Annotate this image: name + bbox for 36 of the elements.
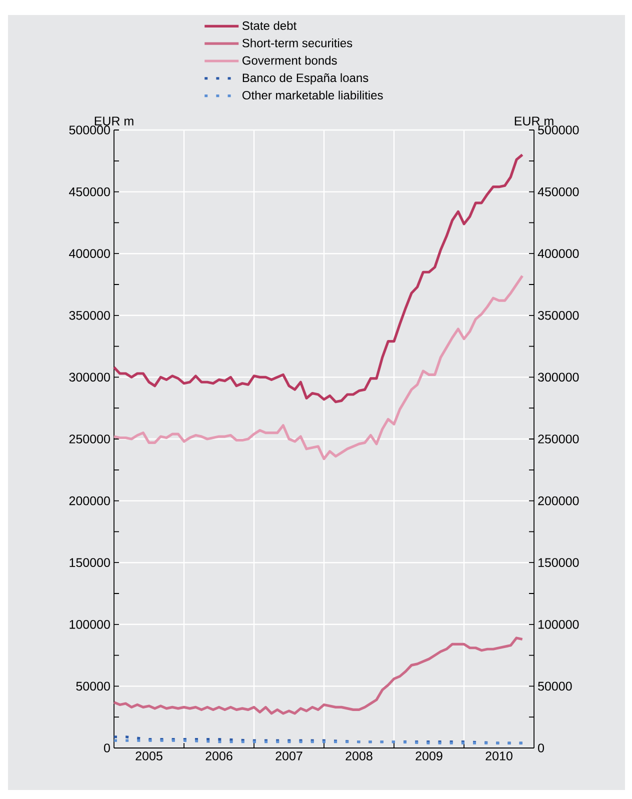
x-tick-label: 2010 — [486, 752, 512, 760]
y-tick-label: 400000 — [69, 249, 110, 258]
legend-label: Short-term securities — [242, 38, 352, 48]
x-tick-label: 2009 — [416, 752, 442, 760]
y-tick-label: 250000 — [69, 434, 110, 444]
y2-tick-label: 450000 — [538, 187, 579, 196]
y2-tick-label: 350000 — [538, 310, 579, 320]
y2-tick-label: 0 — [538, 744, 544, 752]
y2-tick-label: 200000 — [538, 496, 579, 506]
y-tick-label: 100000 — [70, 620, 110, 629]
y2-axis-title: EUR m — [514, 116, 554, 126]
y2-tick-label: 150000 — [538, 558, 579, 568]
x-tick-label: 2007 — [276, 752, 302, 760]
y-tick-label: 300000 — [69, 372, 110, 382]
y-tick-label: 350000 — [69, 310, 110, 320]
y-tick-label: 500000 — [69, 126, 110, 134]
y2-tick-label: 300000 — [538, 372, 579, 382]
y2-tick-label: 400000 — [538, 249, 579, 258]
line-series — [112, 153, 524, 404]
y-tick-label: 0 — [104, 744, 110, 752]
legend-label: Other marketable liabilities — [242, 90, 383, 100]
y2-tick-label: 500000 — [538, 126, 579, 134]
y-tick-label: 50000 — [76, 682, 110, 691]
y-tick-label: 200000 — [69, 496, 110, 506]
y2-tick-label: 50000 — [538, 682, 572, 691]
y-axis-title: EUR m — [94, 116, 134, 126]
x-tick-label: 2005 — [136, 752, 162, 760]
x-tick-label: 2008 — [346, 752, 372, 760]
x-tick-label: 2006 — [206, 752, 232, 760]
y2-tick-label: 250000 — [538, 434, 579, 444]
y2-tick-label: 100000 — [538, 620, 579, 629]
y-tick-label: 450000 — [69, 187, 110, 196]
legend-label: State debt — [242, 21, 297, 30]
legend-label: Goverment bonds — [242, 56, 337, 65]
y-tick-label: 150000 — [70, 558, 110, 568]
legend-label: Banco de España loans — [242, 73, 368, 84]
